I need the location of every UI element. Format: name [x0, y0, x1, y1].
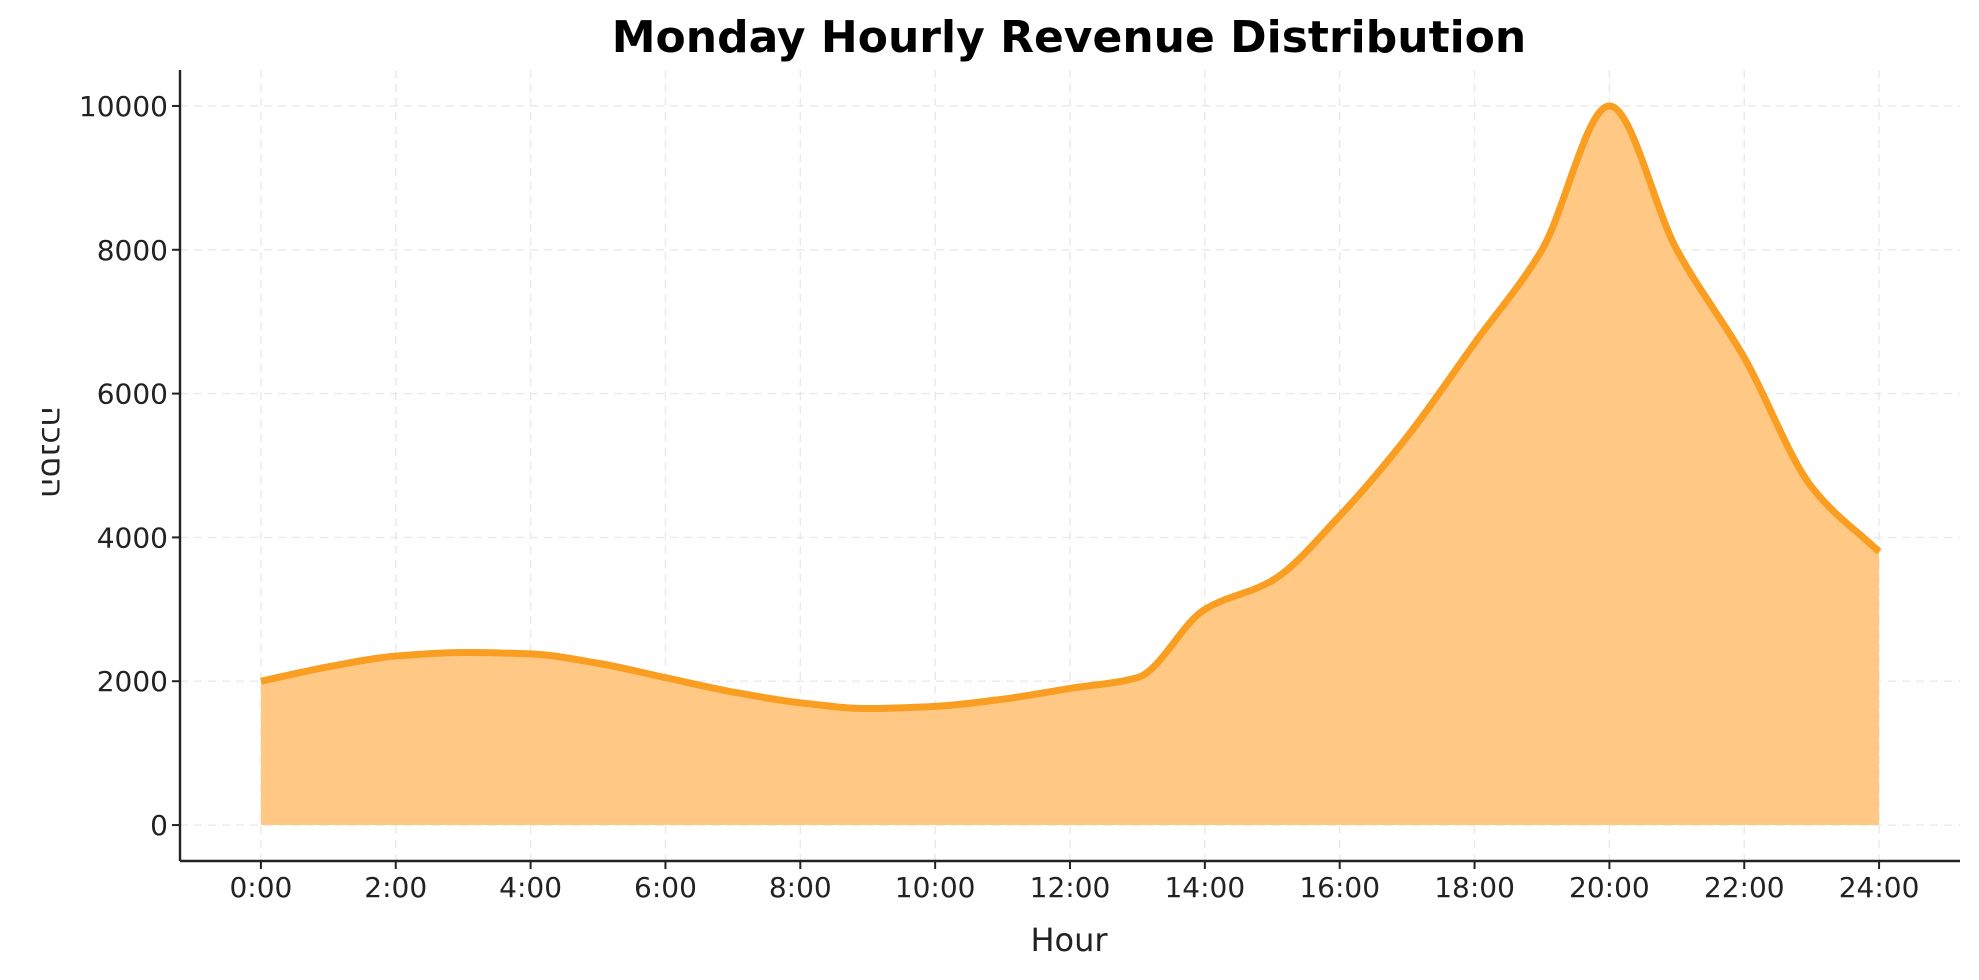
x-tick-label: 20:00 — [1569, 871, 1650, 904]
x-tick-label: 24:00 — [1839, 871, 1920, 904]
chart-title: Monday Hourly Revenue Distribution — [612, 12, 1526, 63]
series-line — [260, 102, 1882, 713]
x-axis-label: Hour — [1030, 921, 1108, 959]
y-tick-label: 10000 — [79, 90, 168, 123]
y-tick-label: 2000 — [97, 665, 168, 698]
x-tick-label: 0:00 — [229, 871, 292, 904]
x-tick-label: 6:00 — [634, 871, 697, 904]
x-axis-ticks: 0:00 2:00 4:00 6:00 8:00 10:00 12:00 14:00 16:00… — [229, 861, 1919, 904]
x-tick-label: 22:00 — [1704, 871, 1785, 904]
x-tick-label: 10:00 — [895, 871, 976, 904]
x-tick-label: 12:00 — [1030, 871, 1111, 904]
x-tick-label: 8:00 — [769, 871, 832, 904]
y-axis-ticks: 0 2000 4000 6000 8000 10000 — [79, 90, 180, 842]
y-tick-label: 0 — [150, 809, 168, 842]
x-tick-label: 16:00 — [1299, 871, 1380, 904]
x-tick-label: 4:00 — [499, 871, 562, 904]
y-axis-label: הסנכה — [34, 406, 72, 498]
x-tick-label: 14:00 — [1164, 871, 1245, 904]
area-fill — [260, 105, 1880, 826]
x-tick-label: 2:00 — [364, 871, 427, 904]
x-tick-label: 18:00 — [1434, 871, 1515, 904]
y-tick-label: 6000 — [97, 378, 168, 411]
y-tick-label: 4000 — [97, 521, 168, 554]
y-tick-label: 8000 — [97, 234, 168, 267]
